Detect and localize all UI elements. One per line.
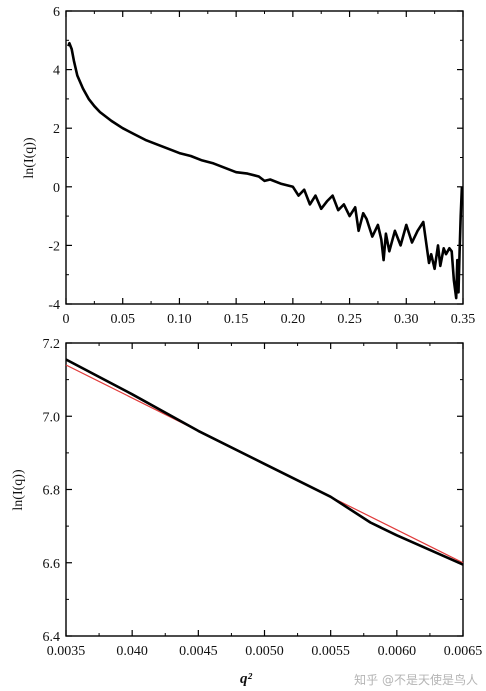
bottom-series	[65, 358, 464, 566]
x-tick-label: 0.05	[110, 312, 135, 327]
bottom-y-ticks: 6.4 6.6 6.8 7.0 7.2	[43, 337, 463, 645]
top-y-axis-label: ln(I(q))	[22, 137, 37, 179]
y-tick-label: 7.0	[43, 410, 61, 425]
x-tick-label: 0.0060	[378, 644, 417, 659]
x-tick-label: 0	[63, 312, 70, 327]
y-tick-label: 6.6	[43, 557, 61, 572]
x-tick-label: 0.0045	[179, 644, 218, 659]
y-tick-label: -4	[48, 298, 60, 313]
y-tick-label: 2	[53, 122, 60, 137]
bottom-x-ticks: 0.0035 0.040 0.0045 0.0050 0.0055 0.0060 0.006…	[47, 343, 483, 659]
y-tick-label: 6.4	[43, 630, 61, 645]
y-tick-label: -2	[48, 239, 60, 254]
y-tick-label: 6.8	[43, 484, 61, 499]
x-tick-label: 0.0055	[311, 644, 350, 659]
top-plot-frame	[65, 10, 464, 305]
y-tick-label: 4	[53, 64, 60, 79]
data-line-black	[65, 358, 464, 566]
x-tick-label: 0.0035	[47, 644, 86, 659]
x-tick-label: 0.25	[337, 312, 362, 327]
y-tick-label: 7.2	[43, 337, 61, 352]
y-tick-label: 6	[53, 5, 60, 20]
data-line-black	[67, 41, 464, 300]
x-tick-label: 0.35	[451, 312, 476, 327]
x-tick-label: 0.040	[116, 644, 148, 659]
top-x-ticks: 0 0.05 0.10 0.15 0.20 0.25 0.30 0.35	[63, 11, 476, 327]
bottom-plot-frame	[65, 342, 464, 637]
x-tick-label: 0.30	[394, 312, 419, 327]
top-chart: -4 -2 0 2 4 6 0 0.05 0.10 0.15 0.20 0.25 0.30 0.35 l…	[22, 5, 475, 327]
bottom-chart: 6.46.66.87.07.2 0.0035 0.040 0.0045 0.0050 0…	[11, 337, 482, 687]
top-y-ticks: -4 -2 0 2 4 6	[48, 5, 463, 313]
y-tick-label: 0	[53, 181, 60, 196]
bottom-x-axis-label: q²	[240, 671, 253, 687]
x-tick-label: 0.10	[167, 312, 192, 327]
watermark-text: 知乎 @不是天使是鸟人	[354, 672, 478, 687]
x-tick-label: 0.0065	[444, 644, 483, 659]
bottom-y-axis-label: ln(I(q))	[11, 469, 26, 511]
top-series	[67, 41, 464, 300]
x-tick-label: 0.15	[224, 312, 249, 327]
x-tick-label: 0.0050	[245, 644, 284, 659]
x-tick-label: 0.20	[281, 312, 306, 327]
